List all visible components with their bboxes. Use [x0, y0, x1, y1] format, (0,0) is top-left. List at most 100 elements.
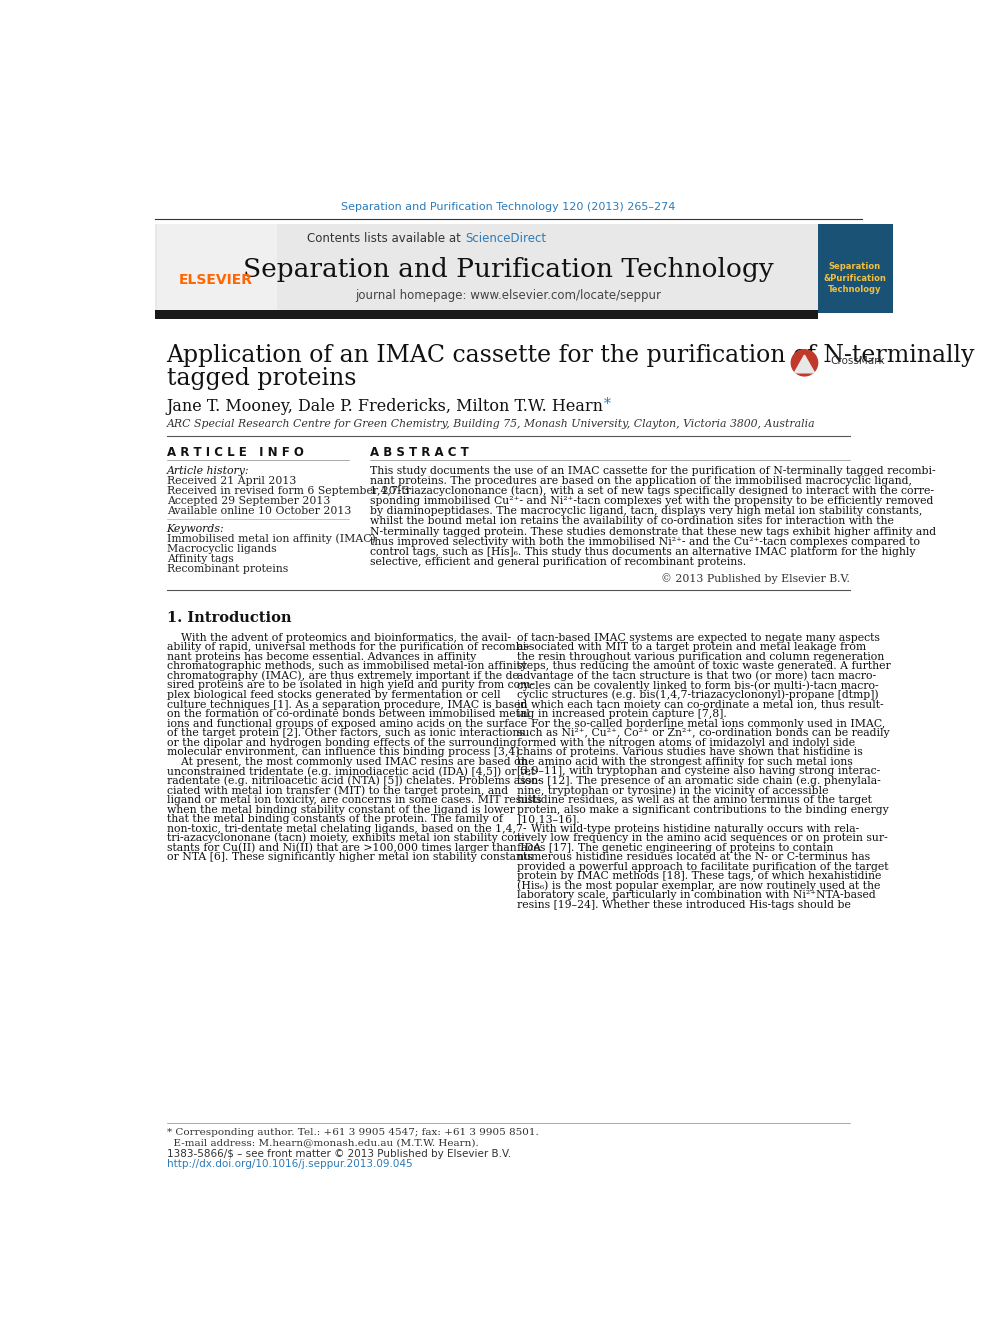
Text: A B S T R A C T: A B S T R A C T — [370, 446, 469, 459]
Text: on the formation of co-ordinate bonds between immobilised metal: on the formation of co-ordinate bonds be… — [167, 709, 530, 720]
Text: Macrocyclic ligands: Macrocyclic ligands — [167, 544, 276, 554]
Text: Application of an IMAC cassette for the purification of N-terminally: Application of an IMAC cassette for the … — [167, 344, 975, 366]
Text: stants for Cu(II) and Ni(II) that are >100,000 times larger than IDA: stants for Cu(II) and Ni(II) that are >1… — [167, 843, 541, 853]
Text: © 2013 Published by Elsevier B.V.: © 2013 Published by Elsevier B.V. — [662, 573, 850, 583]
Text: A R T I C L E   I N F O: A R T I C L E I N F O — [167, 446, 304, 459]
Text: that the metal binding constants of the protein. The family of: that the metal binding constants of the … — [167, 814, 503, 824]
Text: 1383-5866/$ – see front matter © 2013 Published by Elsevier B.V.: 1383-5866/$ – see front matter © 2013 Pu… — [167, 1148, 511, 1159]
Text: Jane T. Mooney, Dale P. Fredericks, Milton T.W. Hearn: Jane T. Mooney, Dale P. Fredericks, Milt… — [167, 398, 603, 415]
Text: laboratory scale, particularly in combination with Ni²⁺NTA-based: laboratory scale, particularly in combin… — [517, 890, 876, 901]
Text: journal homepage: www.elsevier.com/locate/seppur: journal homepage: www.elsevier.com/locat… — [355, 288, 662, 302]
Text: For the so-called borderline metal ions commonly used in IMAC,: For the so-called borderline metal ions … — [517, 718, 885, 729]
Text: Immobilised metal ion affinity (IMAC): Immobilised metal ion affinity (IMAC) — [167, 534, 375, 545]
Text: plex biological feed stocks generated by fermentation or cell: plex biological feed stocks generated by… — [167, 691, 500, 700]
Text: nant proteins. The procedures are based on the application of the immobilised ma: nant proteins. The procedures are based … — [370, 476, 913, 486]
Text: Available online 10 October 2013: Available online 10 October 2013 — [167, 505, 351, 516]
Text: Separation and Purification Technology: Separation and Purification Technology — [243, 257, 774, 282]
Text: (His₆) is the most popular exemplar, are now routinely used at the: (His₆) is the most popular exemplar, are… — [517, 881, 880, 892]
Text: ions and functional groups of exposed amino acids on the surface: ions and functional groups of exposed am… — [167, 718, 527, 729]
Text: radentate (e.g. nitriloacetic acid (NTA) [5]) chelates. Problems asso-: radentate (e.g. nitriloacetic acid (NTA)… — [167, 775, 541, 786]
Text: cycles can be covalently linked to form bis-(or multi-)-tacn macro-: cycles can be covalently linked to form … — [517, 680, 879, 691]
Text: whilst the bound metal ion retains the availability of co-ordination sites for i: whilst the bound metal ion retains the a… — [370, 516, 895, 527]
Text: provided a powerful approach to facilitate purification of the target: provided a powerful approach to facilita… — [517, 861, 889, 872]
Text: thus improved selectivity with both the immobilised Ni²⁺- and the Cu²⁺-tacn comp: thus improved selectivity with both the … — [370, 537, 921, 546]
Text: With the advent of proteomics and bioinformatics, the avail-: With the advent of proteomics and bioinf… — [167, 632, 511, 643]
Bar — [155, 311, 817, 319]
Text: control tags, such as [His]₆. This study thus documents an alternative IMAC plat: control tags, such as [His]₆. This study… — [370, 546, 916, 557]
Text: protein by IMAC methods [18]. These tags, of which hexahistidine: protein by IMAC methods [18]. These tags… — [517, 872, 881, 881]
Text: E-mail address: M.hearn@monash.edu.au (M.T.W. Hearn).: E-mail address: M.hearn@monash.edu.au (M… — [167, 1138, 478, 1147]
Text: Accepted 29 September 2013: Accepted 29 September 2013 — [167, 496, 330, 505]
Text: cyclic structures (e.g. bis(1,4,7-triazacyclononyl)-propane [dtmp]): cyclic structures (e.g. bis(1,4,7-triaza… — [517, 689, 879, 700]
Text: tively low frequency in the amino acid sequences or on protein sur-: tively low frequency in the amino acid s… — [517, 833, 888, 843]
Text: advantage of the tacn structure is that two (or more) tacn macro-: advantage of the tacn structure is that … — [517, 671, 876, 681]
Text: of the target protein [2]. Other factors, such as ionic interactions: of the target protein [2]. Other factors… — [167, 728, 525, 738]
Text: Article history:: Article history: — [167, 466, 249, 475]
Text: Affinity tags: Affinity tags — [167, 554, 233, 564]
Text: selective, efficient and general purification of recombinant proteins.: selective, efficient and general purific… — [370, 557, 747, 568]
Text: 1. Introduction: 1. Introduction — [167, 611, 291, 626]
Text: *: * — [604, 397, 611, 411]
Text: ELSEVIER: ELSEVIER — [179, 274, 252, 287]
Bar — [155, 224, 817, 312]
Text: nine, tryptophan or tyrosine) in the vicinity of accessible: nine, tryptophan or tyrosine) in the vic… — [517, 785, 828, 795]
Text: culture techniques [1]. As a separation procedure, IMAC is based: culture techniques [1]. As a separation … — [167, 700, 527, 709]
Text: * Corresponding author. Tel.: +61 3 9905 4547; fax: +61 3 9905 8501.: * Corresponding author. Tel.: +61 3 9905… — [167, 1129, 539, 1138]
Text: ARC Special Research Centre for Green Chemistry, Building 75, Monash University,: ARC Special Research Centre for Green Ch… — [167, 419, 815, 430]
Text: steps, thus reducing the amount of toxic waste generated. A further: steps, thus reducing the amount of toxic… — [517, 662, 891, 671]
Text: With wild-type proteins histidine naturally occurs with rela-: With wild-type proteins histidine natura… — [517, 824, 859, 833]
Text: N-terminally tagged protein. These studies demonstrate that these new tags exhib: N-terminally tagged protein. These studi… — [370, 527, 936, 537]
Text: such as Ni²⁺, Cu²⁺, Co²⁺ or Zn²⁺, co-ordination bonds can be readily: such as Ni²⁺, Cu²⁺, Co²⁺ or Zn²⁺, co-ord… — [517, 728, 890, 738]
Text: the amino acid with the strongest affinity for such metal ions: the amino acid with the strongest affini… — [517, 757, 853, 767]
Text: in which each tacn moiety can co-ordinate a metal ion, thus result-: in which each tacn moiety can co-ordinat… — [517, 700, 884, 709]
Text: Recombinant proteins: Recombinant proteins — [167, 564, 288, 574]
Text: Received 21 April 2013: Received 21 April 2013 — [167, 476, 296, 486]
Text: when the metal binding stability constant of the ligand is lower: when the metal binding stability constan… — [167, 804, 515, 815]
Text: chains of proteins. Various studies have shown that histidine is: chains of proteins. Various studies have… — [517, 747, 863, 757]
Text: protein, also make a significant contributions to the binding energy: protein, also make a significant contrib… — [517, 804, 889, 815]
Text: or NTA [6]. These significantly higher metal ion stability constants: or NTA [6]. These significantly higher m… — [167, 852, 533, 863]
Text: http://dx.doi.org/10.1016/j.seppur.2013.09.045: http://dx.doi.org/10.1016/j.seppur.2013.… — [167, 1159, 413, 1170]
Text: This study documents the use of an IMAC cassette for the purification of N-termi: This study documents the use of an IMAC … — [370, 466, 936, 475]
Text: tri-azacyclononane (tacn) moiety, exhibits metal ion stability con-: tri-azacyclononane (tacn) moiety, exhibi… — [167, 833, 524, 844]
Text: numerous histidine residues located at the N- or C-terminus has: numerous histidine residues located at t… — [517, 852, 870, 863]
Bar — [817, 224, 893, 312]
Text: CrossMark: CrossMark — [831, 356, 886, 365]
Text: or the dipolar and hydrogen bonding effects of the surrounding: or the dipolar and hydrogen bonding effe… — [167, 738, 516, 747]
Polygon shape — [795, 355, 814, 373]
Text: associated with MIT to a target protein and metal leakage from: associated with MIT to a target protein … — [517, 642, 866, 652]
Text: [10,13–16].: [10,13–16]. — [517, 814, 579, 824]
Text: formed with the nitrogen atoms of imidazolyl and indolyl side: formed with the nitrogen atoms of imidaz… — [517, 738, 855, 747]
Text: ability of rapid, universal methods for the purification of recombi-: ability of rapid, universal methods for … — [167, 642, 530, 652]
Text: chromatographic methods, such as immobilised metal-ion affinity: chromatographic methods, such as immobil… — [167, 662, 527, 671]
Bar — [157, 224, 277, 312]
Text: At present, the most commonly used IMAC resins are based on: At present, the most commonly used IMAC … — [167, 757, 528, 767]
Text: unconstrained tridentate (e.g. iminodiacetic acid (IDA) [4,5]) or tet-: unconstrained tridentate (e.g. iminodiac… — [167, 766, 538, 777]
Text: faces [17]. The genetic engineering of proteins to contain: faces [17]. The genetic engineering of p… — [517, 843, 833, 853]
Text: resins [19–24]. Whether these introduced His-tags should be: resins [19–24]. Whether these introduced… — [517, 900, 851, 910]
Text: ScienceDirect: ScienceDirect — [465, 233, 547, 245]
Text: by diaminopeptidases. The macrocyclic ligand, tacn, displays very high metal ion: by diaminopeptidases. The macrocyclic li… — [370, 507, 923, 516]
Text: ligand or metal ion toxicity, are concerns in some cases. MIT results: ligand or metal ion toxicity, are concer… — [167, 795, 541, 804]
Text: Separation
&Purification
Technology: Separation &Purification Technology — [823, 262, 886, 295]
Text: Separation and Purification Technology 120 (2013) 265–274: Separation and Purification Technology 1… — [341, 201, 676, 212]
Text: 1,4,7-triazacyclononance (tacn), with a set of new tags specifically designed to: 1,4,7-triazacyclononance (tacn), with a … — [370, 486, 934, 496]
Text: non-toxic, tri-dentate metal chelating ligands, based on the 1,4,7-: non-toxic, tri-dentate metal chelating l… — [167, 824, 526, 833]
Text: nant proteins has become essential. Advances in affinity: nant proteins has become essential. Adva… — [167, 652, 476, 662]
Text: Contents lists available at: Contents lists available at — [308, 233, 465, 245]
Text: the resin throughout various purification and column regeneration: the resin throughout various purificatio… — [517, 652, 884, 662]
Text: of tacn-based IMAC systems are expected to negate many aspects: of tacn-based IMAC systems are expected … — [517, 632, 880, 643]
Text: chromatography (IMAC), are thus extremely important if the de-: chromatography (IMAC), are thus extremel… — [167, 671, 522, 681]
Text: sired proteins are to be isolated in high yield and purity from com-: sired proteins are to be isolated in hig… — [167, 680, 534, 691]
Text: ciated with metal ion transfer (MIT) to the target protein, and: ciated with metal ion transfer (MIT) to … — [167, 785, 508, 795]
Text: [3,9–11], with tryptophan and cysteine also having strong interac-: [3,9–11], with tryptophan and cysteine a… — [517, 766, 880, 777]
Text: Received in revised form 6 September 2013: Received in revised form 6 September 201… — [167, 486, 410, 496]
Text: ing in increased protein capture [7,8].: ing in increased protein capture [7,8]. — [517, 709, 727, 720]
Circle shape — [792, 349, 817, 376]
Text: sponding immobilised Cu²⁺- and Ni²⁺-tacn complexes yet with the propensity to be: sponding immobilised Cu²⁺- and Ni²⁺-tacn… — [370, 496, 933, 507]
Text: histidine residues, as well as at the amino terminus of the target: histidine residues, as well as at the am… — [517, 795, 872, 804]
Text: Keywords:: Keywords: — [167, 524, 224, 534]
Text: tions [12]. The presence of an aromatic side chain (e.g. phenylala-: tions [12]. The presence of an aromatic … — [517, 775, 881, 786]
Text: molecular environment, can influence this binding process [3,4].: molecular environment, can influence thi… — [167, 747, 523, 757]
Text: tagged proteins: tagged proteins — [167, 366, 356, 390]
